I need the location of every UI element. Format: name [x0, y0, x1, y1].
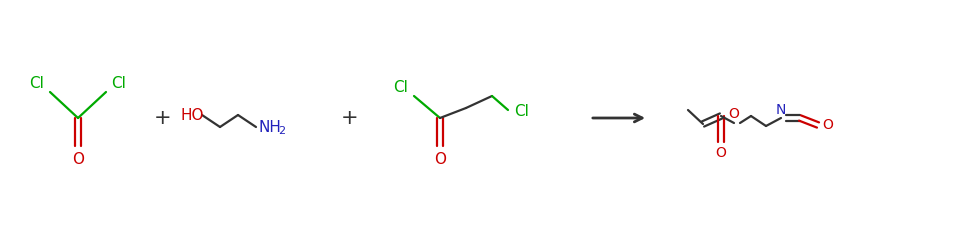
Text: O: O — [716, 146, 726, 160]
Text: O: O — [434, 152, 446, 167]
Text: Cl: Cl — [394, 80, 408, 94]
Text: HO: HO — [180, 108, 204, 122]
Text: Cl: Cl — [111, 76, 127, 90]
Text: NH: NH — [259, 119, 281, 135]
Text: +: + — [154, 108, 172, 128]
Text: O: O — [728, 107, 740, 121]
Text: Cl: Cl — [514, 104, 530, 118]
Text: O: O — [823, 118, 834, 132]
Text: 2: 2 — [278, 126, 285, 136]
Text: O: O — [72, 152, 84, 167]
Text: N: N — [776, 103, 786, 117]
Text: +: + — [341, 108, 359, 128]
Text: Cl: Cl — [30, 76, 44, 90]
